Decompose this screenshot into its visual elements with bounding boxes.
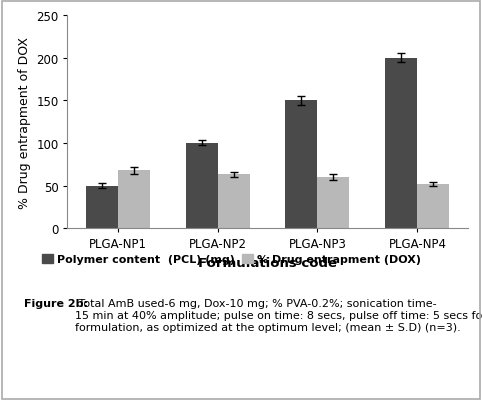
Bar [186,144,217,229]
Text: Figure 2b:: Figure 2b: [24,299,88,309]
Bar [386,59,417,229]
Legend: Polymer content  (PCL) (mg), % Drug entrapment (DOX): Polymer content (PCL) (mg), % Drug entra… [40,252,423,267]
Bar [417,184,449,229]
Bar [86,186,118,229]
Bar [318,178,349,229]
Y-axis label: % Drug entrapment of DOX: % Drug entrapment of DOX [18,36,31,208]
Bar [285,101,318,229]
Bar [118,171,149,229]
Text: Total AmB used-6 mg, Dox-10 mg; % PVA-0.2%; sonication time-
15 min at 40% ampli: Total AmB used-6 mg, Dox-10 mg; % PVA-0.… [75,299,482,332]
X-axis label: Formulations code: Formulations code [198,256,337,269]
Bar [217,175,250,229]
